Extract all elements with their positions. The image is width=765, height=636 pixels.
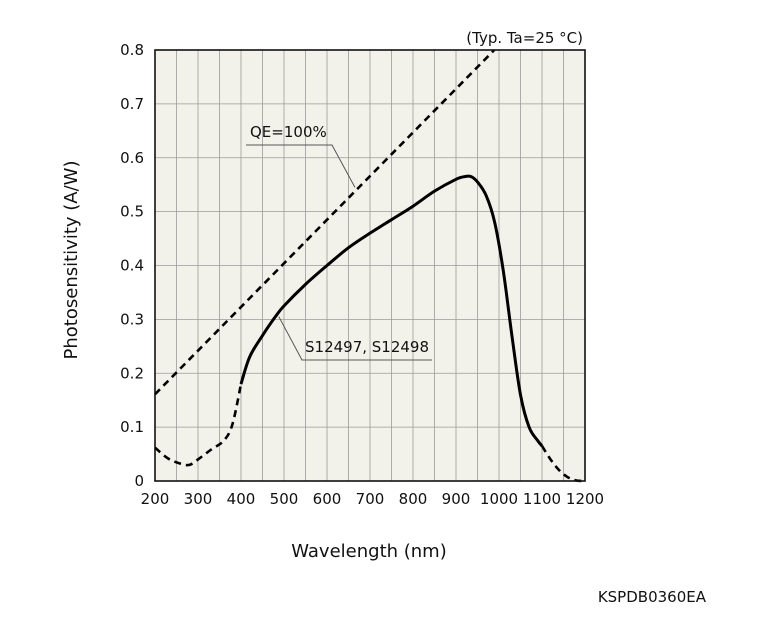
x-tick-label: 600 <box>313 490 342 508</box>
x-tick-label: 200 <box>141 490 170 508</box>
y-tick-label: 0.6 <box>120 149 144 167</box>
x-axis-title: Wavelength (nm) <box>291 541 447 562</box>
y-tick-label: 0.2 <box>120 364 144 382</box>
x-tick-label: 1200 <box>566 490 604 508</box>
annotation-label: S12497, S12498 <box>305 338 429 356</box>
annotation-label: QE=100% <box>250 123 327 141</box>
y-tick-label: 0.3 <box>120 310 144 328</box>
annotation-layer: QE=100% S12497, S12498 <box>246 123 432 361</box>
x-tick-label: 500 <box>270 490 299 508</box>
y-tick-label: 0 <box>134 472 144 490</box>
grid <box>154 49 586 482</box>
x-tick-label: 800 <box>399 490 428 508</box>
x-tick-label: 1100 <box>523 490 561 508</box>
y-tick-label: 0.7 <box>120 95 144 113</box>
x-tick-label: 300 <box>184 490 213 508</box>
x-tick-label: 900 <box>442 490 471 508</box>
plot-frame <box>154 49 586 482</box>
y-tick-label: 0.1 <box>120 418 144 436</box>
figure-code: KSPDB0360EA <box>598 588 707 606</box>
x-tick-labels: 200 300 400 500 600 700 800 900 1000 1100 1200 <box>141 490 604 508</box>
series-line-dashed-2 <box>154 383 243 467</box>
y-tick-label: 0.5 <box>120 203 144 221</box>
x-tick-label: 1000 <box>480 490 518 508</box>
x-tick-label: 400 <box>227 490 256 508</box>
series-line-dashed-0 <box>154 49 496 396</box>
y-tick-label: 0.4 <box>120 257 144 275</box>
y-axis-title: Photosensitivity (A/W) <box>61 161 82 360</box>
x-tick-label: 700 <box>356 490 385 508</box>
series-line-solid-1 <box>239 174 544 447</box>
conditions-note: (Typ. Ta=25 °C) <box>466 29 583 47</box>
y-tick-label: 0.8 <box>120 41 144 59</box>
y-tick-labels: 0 0.1 0.2 0.3 0.4 0.5 0.6 0.7 0.8 <box>120 41 144 490</box>
